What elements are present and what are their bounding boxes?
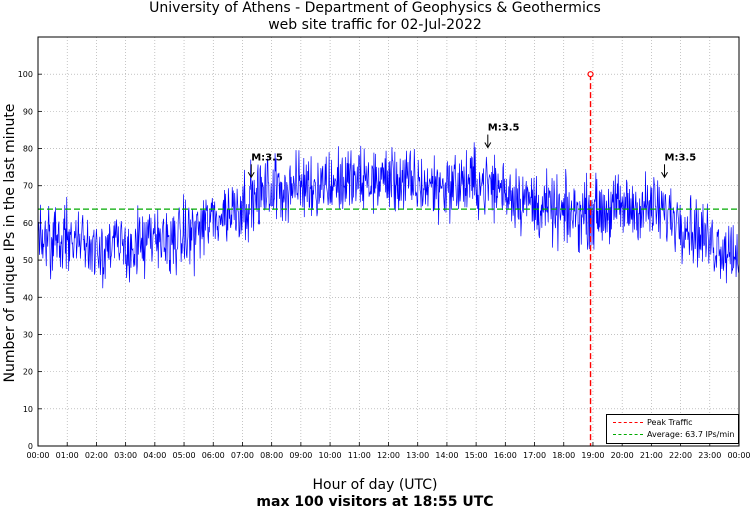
x-tick-label: 12:00	[377, 451, 400, 460]
annotations: M:3.5 M:3.5 M:3.5	[247, 123, 697, 179]
y-ticks: 0 10 20 30 40 50 60 70 80 90 100	[18, 70, 42, 451]
chart-subtitle: max 100 visitors at 18:55 UTC	[256, 494, 494, 510]
y-tick-label: 80	[23, 145, 33, 154]
x-tick-label: 20:00	[611, 451, 634, 460]
x-tick-label: 06:00	[202, 451, 225, 460]
legend-average: Average: 63.7 IPs/min	[607, 429, 738, 440]
x-tick-label: 23:00	[698, 451, 721, 460]
legend-peak: Peak Traffic	[607, 417, 738, 428]
x-tick-label: 15:00	[465, 451, 488, 460]
x-tick-label: 00:00	[727, 451, 750, 460]
legend-average-swatch	[613, 434, 643, 435]
x-tick-label: 22:00	[669, 451, 692, 460]
y-tick-label: 60	[23, 219, 33, 228]
y-tick-label: 100	[18, 70, 33, 79]
y-tick-label: 10	[23, 405, 33, 414]
x-tick-label: 08:00	[260, 451, 283, 460]
series-group	[37, 142, 740, 289]
y-tick-label: 70	[23, 182, 33, 191]
legend-average-label: Average: 63.7 IPs/min	[647, 430, 735, 439]
y-tick-label: 40	[23, 293, 33, 302]
legend-peak-swatch	[613, 422, 643, 423]
x-tick-label: 09:00	[289, 451, 312, 460]
y-tick-label: 50	[23, 256, 33, 265]
chart-title-line1: University of Athens - Department of Geo…	[149, 0, 601, 16]
traffic-series-line	[37, 142, 740, 289]
annotation-arrowhead	[247, 172, 255, 179]
annotation-arrowhead	[484, 142, 492, 149]
legend-peak-label: Peak Traffic	[647, 418, 693, 427]
chart-title-line2: web site traffic for 02-Jul-2022	[268, 17, 482, 33]
annotation-label: M:3.5	[665, 152, 697, 163]
y-tick-label: 90	[23, 107, 33, 116]
x-tick-label: 03:00	[114, 451, 137, 460]
x-tick-label: 16:00	[494, 451, 517, 460]
x-ticks: 00:00 01:00 02:00 03:00 04:00 05:00 06:00 07:00…	[26, 442, 750, 460]
peak-marker	[587, 71, 594, 78]
x-tick-label: 13:00	[406, 451, 429, 460]
x-tick-label: 01:00	[56, 451, 79, 460]
x-axis-label: Hour of day (UTC)	[312, 477, 438, 493]
annotation-arrowhead	[661, 172, 668, 179]
x-tick-label: 21:00	[640, 451, 663, 460]
x-tick-label: 05:00	[173, 451, 196, 460]
x-tick-label: 18:00	[552, 451, 575, 460]
x-tick-label: 10:00	[319, 451, 342, 460]
x-tick-label: 02:00	[85, 451, 108, 460]
y-tick-label: 30	[23, 330, 33, 339]
annotation-label: M:3.5	[488, 123, 520, 134]
annotation-label: M:3.5	[251, 152, 283, 163]
x-tick-label: 11:00	[348, 451, 371, 460]
y-tick-label: 0	[28, 442, 33, 451]
x-tick-label: 14:00	[435, 451, 458, 460]
y-tick-label: 20	[23, 368, 33, 377]
y-axis-label: Number of unique IPs in the last minute	[2, 103, 18, 383]
x-tick-label: 04:00	[143, 451, 166, 460]
x-tick-label: 00:00	[26, 451, 49, 460]
x-tick-label: 17:00	[523, 451, 546, 460]
x-tick-label: 19:00	[581, 451, 604, 460]
overlay-group	[38, 71, 739, 446]
x-tick-label: 07:00	[231, 451, 254, 460]
legend: Peak Traffic Average: 63.7 IPs/min	[606, 414, 739, 444]
